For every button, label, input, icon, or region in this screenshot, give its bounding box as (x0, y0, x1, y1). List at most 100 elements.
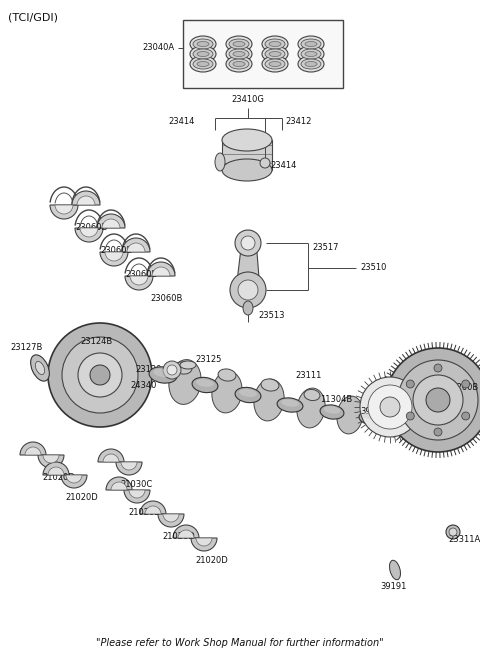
Wedge shape (75, 228, 103, 242)
Polygon shape (236, 240, 260, 295)
Ellipse shape (446, 525, 460, 539)
Ellipse shape (193, 39, 213, 49)
Text: 23040A: 23040A (143, 43, 175, 53)
Ellipse shape (301, 39, 321, 49)
Text: 23060B: 23060B (75, 223, 108, 232)
Text: 23414: 23414 (168, 118, 195, 127)
Text: 23125: 23125 (195, 355, 221, 365)
Circle shape (163, 361, 181, 379)
Circle shape (386, 348, 480, 452)
Text: 21020D: 21020D (195, 556, 228, 565)
Wedge shape (130, 276, 148, 285)
Ellipse shape (269, 62, 281, 66)
Text: 23111: 23111 (295, 371, 322, 380)
Text: 23124B: 23124B (80, 338, 112, 346)
Bar (183, 20, 343, 88)
Ellipse shape (229, 39, 249, 49)
Ellipse shape (229, 59, 249, 69)
Wedge shape (147, 262, 175, 276)
Text: 23510: 23510 (360, 263, 386, 273)
Wedge shape (98, 449, 124, 462)
Ellipse shape (262, 36, 288, 52)
Text: 23412: 23412 (285, 118, 312, 127)
Wedge shape (124, 490, 150, 503)
Circle shape (78, 353, 122, 397)
Ellipse shape (169, 359, 201, 405)
Text: 21030C: 21030C (120, 480, 152, 489)
Circle shape (434, 428, 442, 436)
Wedge shape (121, 462, 137, 470)
Ellipse shape (241, 236, 255, 250)
Ellipse shape (190, 46, 216, 62)
Text: 24340: 24340 (130, 380, 156, 390)
Wedge shape (80, 228, 98, 237)
Text: 39191: 39191 (380, 582, 406, 591)
Ellipse shape (153, 369, 173, 377)
Ellipse shape (265, 39, 285, 49)
Ellipse shape (174, 362, 192, 374)
Ellipse shape (320, 405, 344, 419)
Text: "Please refer to Work Shop Manual for further information": "Please refer to Work Shop Manual for fu… (96, 638, 384, 648)
Circle shape (434, 364, 442, 372)
Wedge shape (20, 442, 46, 455)
Wedge shape (111, 482, 127, 490)
Ellipse shape (305, 51, 317, 57)
Text: 23120: 23120 (136, 365, 162, 374)
Wedge shape (158, 514, 184, 527)
Wedge shape (122, 238, 150, 252)
Ellipse shape (226, 46, 252, 62)
Wedge shape (50, 205, 78, 219)
Ellipse shape (222, 159, 272, 181)
Wedge shape (25, 447, 41, 455)
Ellipse shape (265, 49, 285, 59)
Wedge shape (103, 454, 119, 462)
Ellipse shape (362, 413, 378, 419)
Ellipse shape (297, 388, 325, 428)
Wedge shape (102, 219, 120, 228)
Wedge shape (61, 475, 87, 488)
Wedge shape (116, 462, 142, 475)
Wedge shape (140, 501, 166, 514)
Wedge shape (48, 467, 64, 475)
Bar (222, 140, 272, 170)
Text: 23060B: 23060B (100, 246, 132, 255)
Ellipse shape (149, 367, 177, 383)
Ellipse shape (301, 59, 321, 69)
Text: 23517: 23517 (312, 244, 338, 252)
Ellipse shape (254, 379, 284, 421)
Circle shape (398, 360, 478, 440)
Circle shape (90, 365, 110, 385)
Text: 21020D: 21020D (42, 473, 75, 482)
Wedge shape (66, 475, 82, 483)
Wedge shape (163, 514, 179, 522)
Ellipse shape (36, 361, 45, 374)
Text: 23513: 23513 (258, 311, 285, 321)
Wedge shape (38, 455, 64, 468)
Wedge shape (145, 506, 161, 514)
Ellipse shape (265, 59, 285, 69)
Text: 23127B: 23127B (10, 344, 42, 353)
Wedge shape (105, 252, 123, 261)
Circle shape (380, 397, 400, 417)
Text: 11304B: 11304B (320, 396, 352, 405)
Text: 23200B: 23200B (446, 384, 478, 392)
Ellipse shape (281, 399, 299, 407)
Ellipse shape (235, 388, 261, 403)
Wedge shape (97, 214, 125, 228)
Ellipse shape (262, 56, 288, 72)
Ellipse shape (190, 56, 216, 72)
Ellipse shape (180, 361, 196, 369)
Ellipse shape (190, 36, 216, 52)
Circle shape (368, 385, 412, 429)
Circle shape (62, 337, 138, 413)
Ellipse shape (262, 46, 288, 62)
Wedge shape (152, 267, 170, 276)
Ellipse shape (193, 49, 213, 59)
Wedge shape (173, 525, 199, 538)
Text: 23311A: 23311A (448, 535, 480, 545)
Text: 23060B: 23060B (150, 294, 182, 303)
Text: (TCI/GDI): (TCI/GDI) (8, 12, 58, 22)
Ellipse shape (193, 59, 213, 69)
Ellipse shape (243, 301, 253, 315)
Ellipse shape (298, 56, 324, 72)
